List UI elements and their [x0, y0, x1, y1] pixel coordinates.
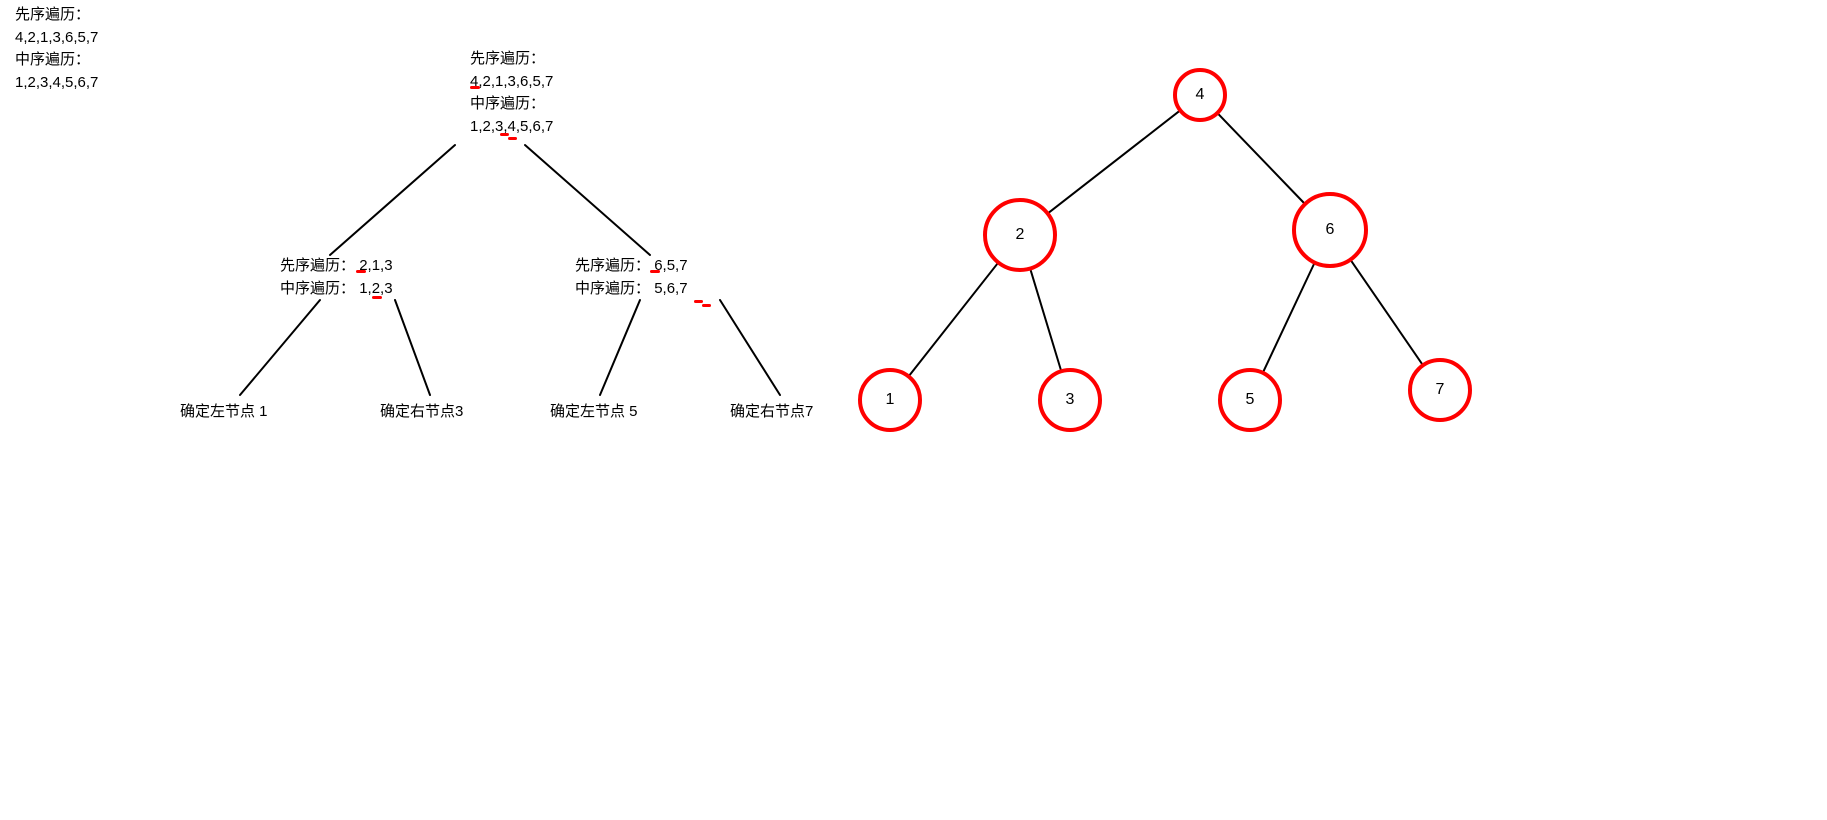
right-preorder-label: 先序遍历：	[575, 257, 650, 274]
topleft-inorder-values: 1,2,3,4,5,6,7	[15, 72, 98, 95]
left-preorder-label: 先序遍历：	[280, 257, 355, 274]
topleft-preorder-values: 4,2,1,3,6,5,7	[15, 27, 98, 50]
right-subtree-block: 先序遍历： 6,5,7 中序遍历： 5,6,7	[575, 255, 688, 300]
recursion-edge	[240, 300, 320, 395]
left-inorder-values: 1,2,3	[359, 280, 392, 297]
leaf-right-right-label: 确定右节点7	[730, 400, 813, 421]
tree-node-2: 2	[983, 198, 1057, 272]
root-preorder-label: 先序遍历：	[470, 48, 553, 71]
diagram-canvas: 先序遍历： 4,2,1,3,6,5,7 中序遍历： 1,2,3,4,5,6,7 …	[0, 0, 1827, 820]
red-underline-mark	[500, 133, 509, 136]
red-underline-mark	[372, 296, 382, 299]
leaf-right-left-label: 确定左节点 5	[550, 400, 638, 421]
tree-node-6: 6	[1292, 192, 1368, 268]
recursion-edge	[330, 145, 455, 255]
recursion-edge	[525, 145, 650, 255]
red-underline-mark	[356, 270, 366, 273]
red-underline-mark	[702, 304, 711, 307]
tree-edge	[1264, 264, 1314, 371]
tree-node-7: 7	[1408, 358, 1472, 422]
topleft-traversal-block: 先序遍历： 4,2,1,3,6,5,7 中序遍历： 1,2,3,4,5,6,7	[15, 4, 98, 94]
topleft-preorder-label: 先序遍历：	[15, 4, 98, 27]
root-traversal-block: 先序遍历： 4,2,1,3,6,5,7 中序遍历： 1,2,3,4,5,6,7	[470, 48, 553, 138]
tree-node-5: 5	[1218, 368, 1282, 432]
right-inorder-values: 5,6,7	[654, 280, 687, 297]
tree-node-4: 4	[1173, 68, 1227, 122]
left-subtree-block: 先序遍历： 2,1,3 中序遍历： 1,2,3	[280, 255, 393, 300]
tree-edge	[1031, 270, 1061, 369]
tree-edge	[1219, 114, 1304, 202]
recursion-edge	[720, 300, 780, 395]
red-underline-mark	[508, 137, 517, 140]
tree-edge	[1352, 261, 1422, 363]
right-inorder-label: 中序遍历：	[575, 280, 650, 297]
tree-node-3: 3	[1038, 368, 1102, 432]
leaf-left-right-label: 确定右节点3	[380, 400, 463, 421]
recursion-edge	[395, 300, 430, 395]
tree-node-1: 1	[858, 368, 922, 432]
tree-edge	[1049, 112, 1178, 213]
root-inorder-label: 中序遍历：	[470, 93, 553, 116]
red-underline-mark	[650, 270, 660, 273]
leaf-left-left-label: 确定左节点 1	[180, 400, 268, 421]
red-underline-mark	[470, 86, 480, 89]
topleft-inorder-label: 中序遍历：	[15, 49, 98, 72]
root-preorder-values: 4,2,1,3,6,5,7	[470, 71, 553, 94]
tree-edge	[910, 264, 997, 375]
recursion-edge	[600, 300, 640, 395]
left-inorder-label: 中序遍历：	[280, 280, 355, 297]
root-inorder-values: 1,2,3,4,5,6,7	[470, 116, 553, 139]
red-underline-mark	[694, 300, 703, 303]
